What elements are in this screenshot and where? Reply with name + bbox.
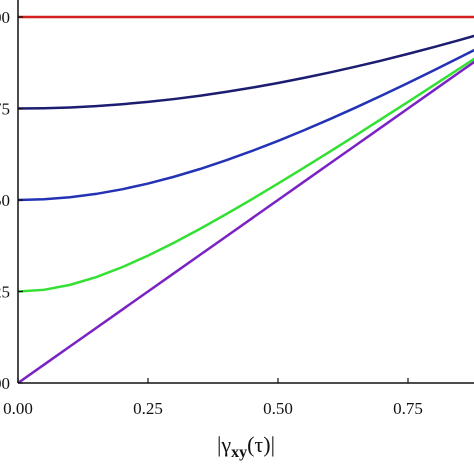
- y-tick-label: 0.25: [0, 283, 10, 302]
- x-tick-label: 0.75: [393, 399, 423, 418]
- series-line: [18, 48, 474, 202]
- x-axis-label: |γxy(τ)|: [217, 432, 275, 461]
- y-tick-label: 0.00: [0, 374, 10, 393]
- x-label-part: |γ: [217, 432, 231, 457]
- x-label-part: (τ)|: [247, 432, 275, 457]
- x-tick-label: 0.00: [3, 399, 33, 418]
- series-line: [18, 34, 474, 110]
- x-label-sub: xy: [231, 444, 247, 461]
- x-tick-label: 0.25: [133, 399, 163, 418]
- x-tick-label: 0.50: [263, 399, 293, 418]
- series-line: [18, 57, 474, 293]
- plot-area: [18, 15, 474, 384]
- y-tick-label: 0.50: [0, 191, 10, 210]
- y-tick-label: 0.75: [0, 100, 10, 119]
- y-tick-label: 1.00: [0, 8, 10, 27]
- series-line: [18, 60, 474, 384]
